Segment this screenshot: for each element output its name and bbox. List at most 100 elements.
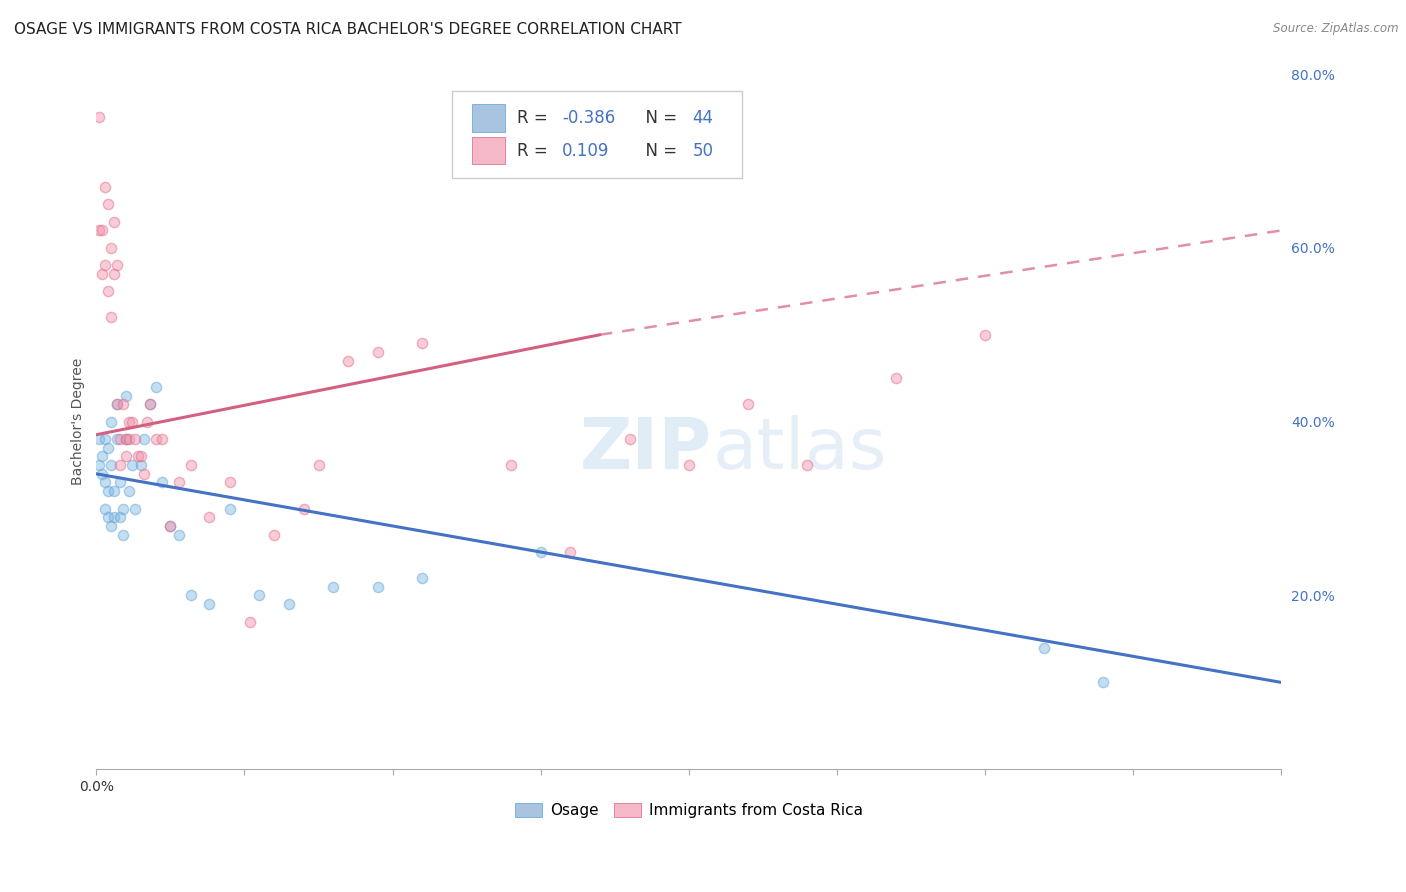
Point (218, 501, 240, 516)
Point (108, 510, 131, 524)
Point (105, 258, 128, 272)
Point (180, 589, 202, 603)
Point (97, 510, 120, 524)
Text: OSAGE VS IMMIGRANTS FROM COSTA RICA BACHELOR'S DEGREE CORRELATION CHART: OSAGE VS IMMIGRANTS FROM COSTA RICA BACH… (14, 22, 682, 37)
Point (169, 527, 191, 541)
Point (121, 415, 143, 429)
Point (105, 397, 128, 411)
FancyBboxPatch shape (472, 103, 505, 132)
Point (560, 545, 582, 559)
Point (94, 501, 117, 516)
Point (118, 432, 141, 446)
Point (138, 397, 160, 411)
Text: atlas: atlas (713, 415, 887, 484)
Point (974, 327, 997, 342)
Point (499, 458, 522, 472)
Point (108, 432, 131, 446)
Point (292, 501, 315, 516)
Point (111, 397, 134, 411)
Point (159, 519, 181, 533)
Point (103, 215, 125, 229)
Point (150, 475, 173, 490)
Point (97, 441, 120, 455)
Text: 0.109: 0.109 (562, 142, 609, 160)
Point (337, 354, 360, 368)
Point (111, 527, 134, 541)
Point (132, 467, 155, 481)
Point (100, 310, 122, 325)
Point (100, 415, 122, 429)
Point (115, 432, 138, 446)
Point (198, 597, 221, 611)
Point (105, 432, 128, 446)
Text: 50: 50 (692, 142, 713, 160)
Point (94, 432, 117, 446)
FancyBboxPatch shape (451, 91, 742, 178)
Point (97, 484, 120, 499)
Point (103, 267, 125, 281)
Point (308, 458, 330, 472)
Point (118, 484, 141, 499)
Point (796, 458, 818, 472)
Point (1092, 675, 1115, 690)
Point (145, 432, 167, 446)
Point (145, 380, 167, 394)
Text: 44: 44 (692, 109, 713, 127)
Point (94, 475, 117, 490)
Point (89, 223, 111, 237)
Point (89, 458, 111, 472)
Point (138, 397, 160, 411)
Point (89, 432, 111, 446)
Legend: Osage, Immigrants from Costa Rica: Osage, Immigrants from Costa Rica (509, 797, 869, 824)
Point (411, 336, 433, 351)
Point (108, 458, 131, 472)
Point (135, 415, 157, 429)
Point (97, 285, 120, 299)
Point (127, 450, 149, 464)
Point (108, 475, 131, 490)
Point (100, 458, 122, 472)
Point (132, 432, 155, 446)
Text: N =: N = (636, 142, 683, 160)
Point (169, 475, 191, 490)
Text: N =: N = (636, 109, 683, 127)
Point (1033, 640, 1056, 655)
Point (94, 180, 117, 194)
Point (124, 501, 146, 516)
Point (367, 580, 389, 594)
Point (737, 397, 759, 411)
Point (530, 545, 553, 559)
Point (619, 432, 641, 446)
Point (94, 258, 117, 272)
Point (239, 615, 262, 629)
Y-axis label: Bachelor's Degree: Bachelor's Degree (72, 358, 86, 485)
Point (89, 111, 111, 125)
Point (218, 475, 240, 490)
Point (180, 458, 202, 472)
Point (115, 432, 138, 446)
Point (124, 432, 146, 446)
Point (367, 345, 389, 359)
Point (884, 371, 907, 385)
Text: R =: R = (517, 142, 553, 160)
Point (198, 510, 221, 524)
Point (103, 484, 125, 499)
Point (103, 510, 125, 524)
Text: R =: R = (517, 109, 553, 127)
Point (129, 450, 152, 464)
Point (91, 467, 114, 481)
Point (277, 597, 299, 611)
Text: -0.386: -0.386 (562, 109, 616, 127)
Point (411, 571, 433, 585)
FancyBboxPatch shape (472, 136, 505, 164)
Point (100, 241, 122, 255)
Point (159, 519, 181, 533)
Point (91, 450, 114, 464)
Point (322, 580, 344, 594)
Point (97, 197, 120, 211)
Point (100, 519, 122, 533)
Point (247, 589, 270, 603)
Text: ZIP: ZIP (581, 415, 713, 484)
Point (263, 527, 285, 541)
Point (115, 388, 138, 402)
